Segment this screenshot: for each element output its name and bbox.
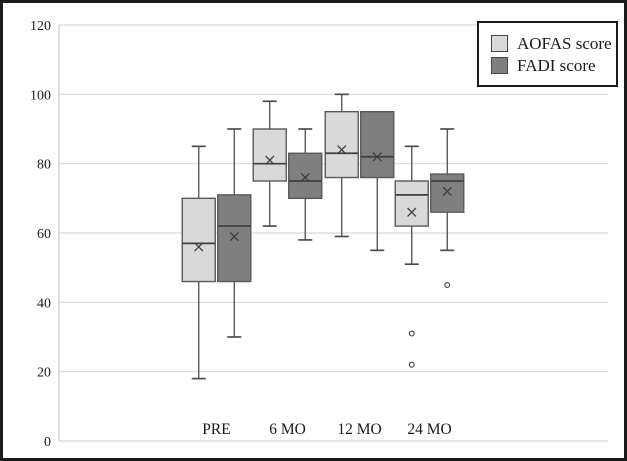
y-tick-label-60: 60 <box>37 227 51 242</box>
x-category-label-1: PRE <box>202 421 230 438</box>
x-category-label-2: 6 MO <box>269 421 306 438</box>
mean-x-marker-fadi-12mo <box>372 152 382 162</box>
legend-swatch-aofas-icon <box>491 34 508 52</box>
y-tick-label-20: 20 <box>37 366 51 381</box>
box-fadi-12mo <box>360 110 395 179</box>
legend-swatch-fadi-icon <box>491 56 508 74</box>
mean-x-marker-aofas-24mo <box>407 207 417 217</box>
box-aofas-24mo <box>394 180 429 227</box>
box-aofas-12mo <box>324 110 359 179</box>
legend-label-fadi: FADI score <box>517 55 596 75</box>
legend: AOFAS score FADI score <box>477 21 618 87</box>
x-category-label-4: 24 MO <box>407 421 451 438</box>
y-tick-label-40: 40 <box>37 296 51 311</box>
y-tick-label-80: 80 <box>37 158 51 173</box>
mean-x-marker-fadi-pre <box>229 231 239 242</box>
chart-canvas: 0 20 40 60 80 100 120 PRE 6 MO 12 MO 24 MO <box>30 19 608 450</box>
y-tick-label-0: 0 <box>44 435 51 450</box>
outlier-point-fadi-24mo-0 <box>444 282 451 289</box>
legend-label-aofas: AOFAS score <box>517 33 612 53</box>
mean-x-marker-fadi-6mo <box>300 172 310 183</box>
box-fadi-24mo <box>430 173 465 213</box>
mean-x-marker-aofas-6mo <box>265 155 275 165</box>
mean-x-marker-aofas-12mo <box>337 145 347 155</box>
outlier-point-aofas-24mo-1 <box>408 361 415 368</box>
box-aofas-6mo <box>252 128 287 182</box>
y-tick-label-100: 100 <box>30 88 51 103</box>
mean-x-marker-fadi-24mo <box>442 186 452 197</box>
x-category-label-3: 12 MO <box>337 421 381 438</box>
box-fadi-6mo <box>288 152 323 200</box>
legend-item-fadi: FADI score <box>491 55 616 75</box>
legend-item-aofas: AOFAS score <box>491 33 616 53</box>
y-tick-label-120: 120 <box>30 19 51 34</box>
box-aofas-pre <box>181 197 216 283</box>
outlier-point-aofas-24mo-0 <box>408 330 415 337</box>
box-fadi-pre <box>217 194 252 283</box>
mean-x-marker-aofas-pre <box>194 242 204 252</box>
